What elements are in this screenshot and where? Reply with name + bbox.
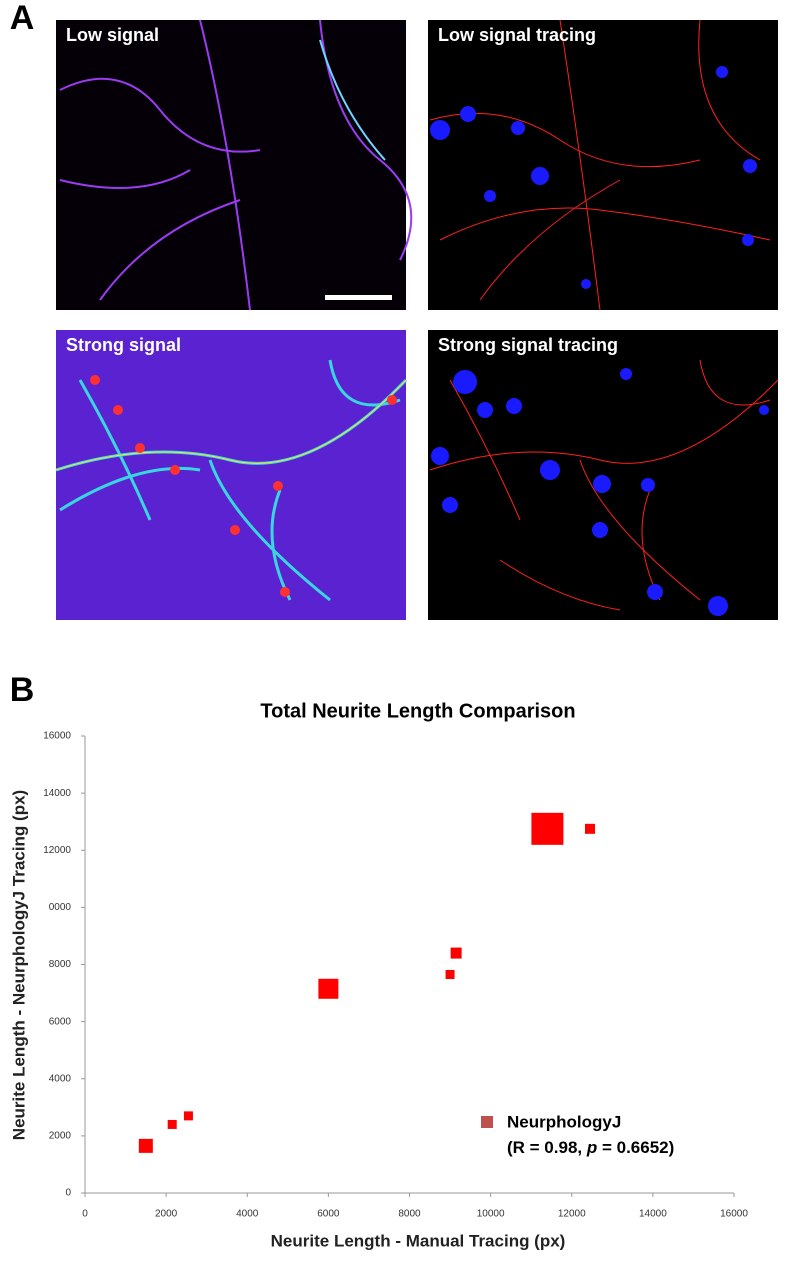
x-tick-label: 0 xyxy=(82,1209,88,1220)
x-tick-label: 2000 xyxy=(155,1209,178,1220)
y-tick-label: 8000 xyxy=(49,959,72,970)
image-label: Low signal xyxy=(66,25,159,45)
y-tick-label: 16000 xyxy=(43,731,71,742)
panel-label: B xyxy=(10,671,35,709)
x-tick-label: 12000 xyxy=(558,1209,586,1220)
x-axis-title: Neurite Length - Manual Tracing (px) xyxy=(271,1231,566,1250)
point xyxy=(585,823,596,834)
chart-title: Total Neurite Length Comparison xyxy=(260,700,575,722)
x-tick-label: 14000 xyxy=(639,1209,667,1220)
image-label: Strong signal xyxy=(66,335,181,355)
y-tick-label: 12000 xyxy=(43,845,71,856)
y-tick-label: 0000 xyxy=(49,902,72,913)
x-tick-label: 6000 xyxy=(317,1209,340,1220)
point xyxy=(450,947,462,959)
point xyxy=(531,812,564,845)
legend-label: NeurphologyJ xyxy=(507,1112,621,1131)
y-tick-label: 14000 xyxy=(43,788,71,799)
legend-marker xyxy=(481,1116,493,1128)
image-strong-signal-tracing: Strong signal tracing xyxy=(428,330,779,620)
annotation-part: = 0.6652) xyxy=(597,1138,674,1157)
y-tick-label: 0 xyxy=(65,1188,71,1199)
point xyxy=(167,1119,177,1129)
image-low-signal: Low signal xyxy=(56,19,413,311)
x-tick-label: 4000 xyxy=(236,1209,259,1220)
annotation-part: p xyxy=(586,1138,597,1157)
x-tick-label: 10000 xyxy=(477,1209,505,1220)
image-label: Low signal tracing xyxy=(438,25,596,45)
point xyxy=(445,969,455,979)
panel-label: A xyxy=(10,0,35,37)
x-tick-label: 16000 xyxy=(720,1209,748,1220)
point xyxy=(183,1111,193,1121)
image-low-signal-tracing: Low signal tracing xyxy=(428,19,778,311)
x-tick-label: 8000 xyxy=(398,1209,421,1220)
y-tick-label: 2000 xyxy=(49,1131,72,1142)
y-axis-title: Neurite Length - NeurphologyJ Tracing (p… xyxy=(9,790,28,1140)
point xyxy=(318,978,339,999)
image-strong-signal: Strong signal xyxy=(55,330,408,620)
point xyxy=(138,1138,153,1153)
image-label: Strong signal tracing xyxy=(438,335,618,355)
annotation-part: (R = 0.98, xyxy=(507,1138,587,1157)
y-tick-label: 6000 xyxy=(49,1016,72,1027)
annotation: (R = 0.98, p = 0.6652) xyxy=(507,1138,674,1157)
y-tick-label: 4000 xyxy=(49,1073,72,1084)
